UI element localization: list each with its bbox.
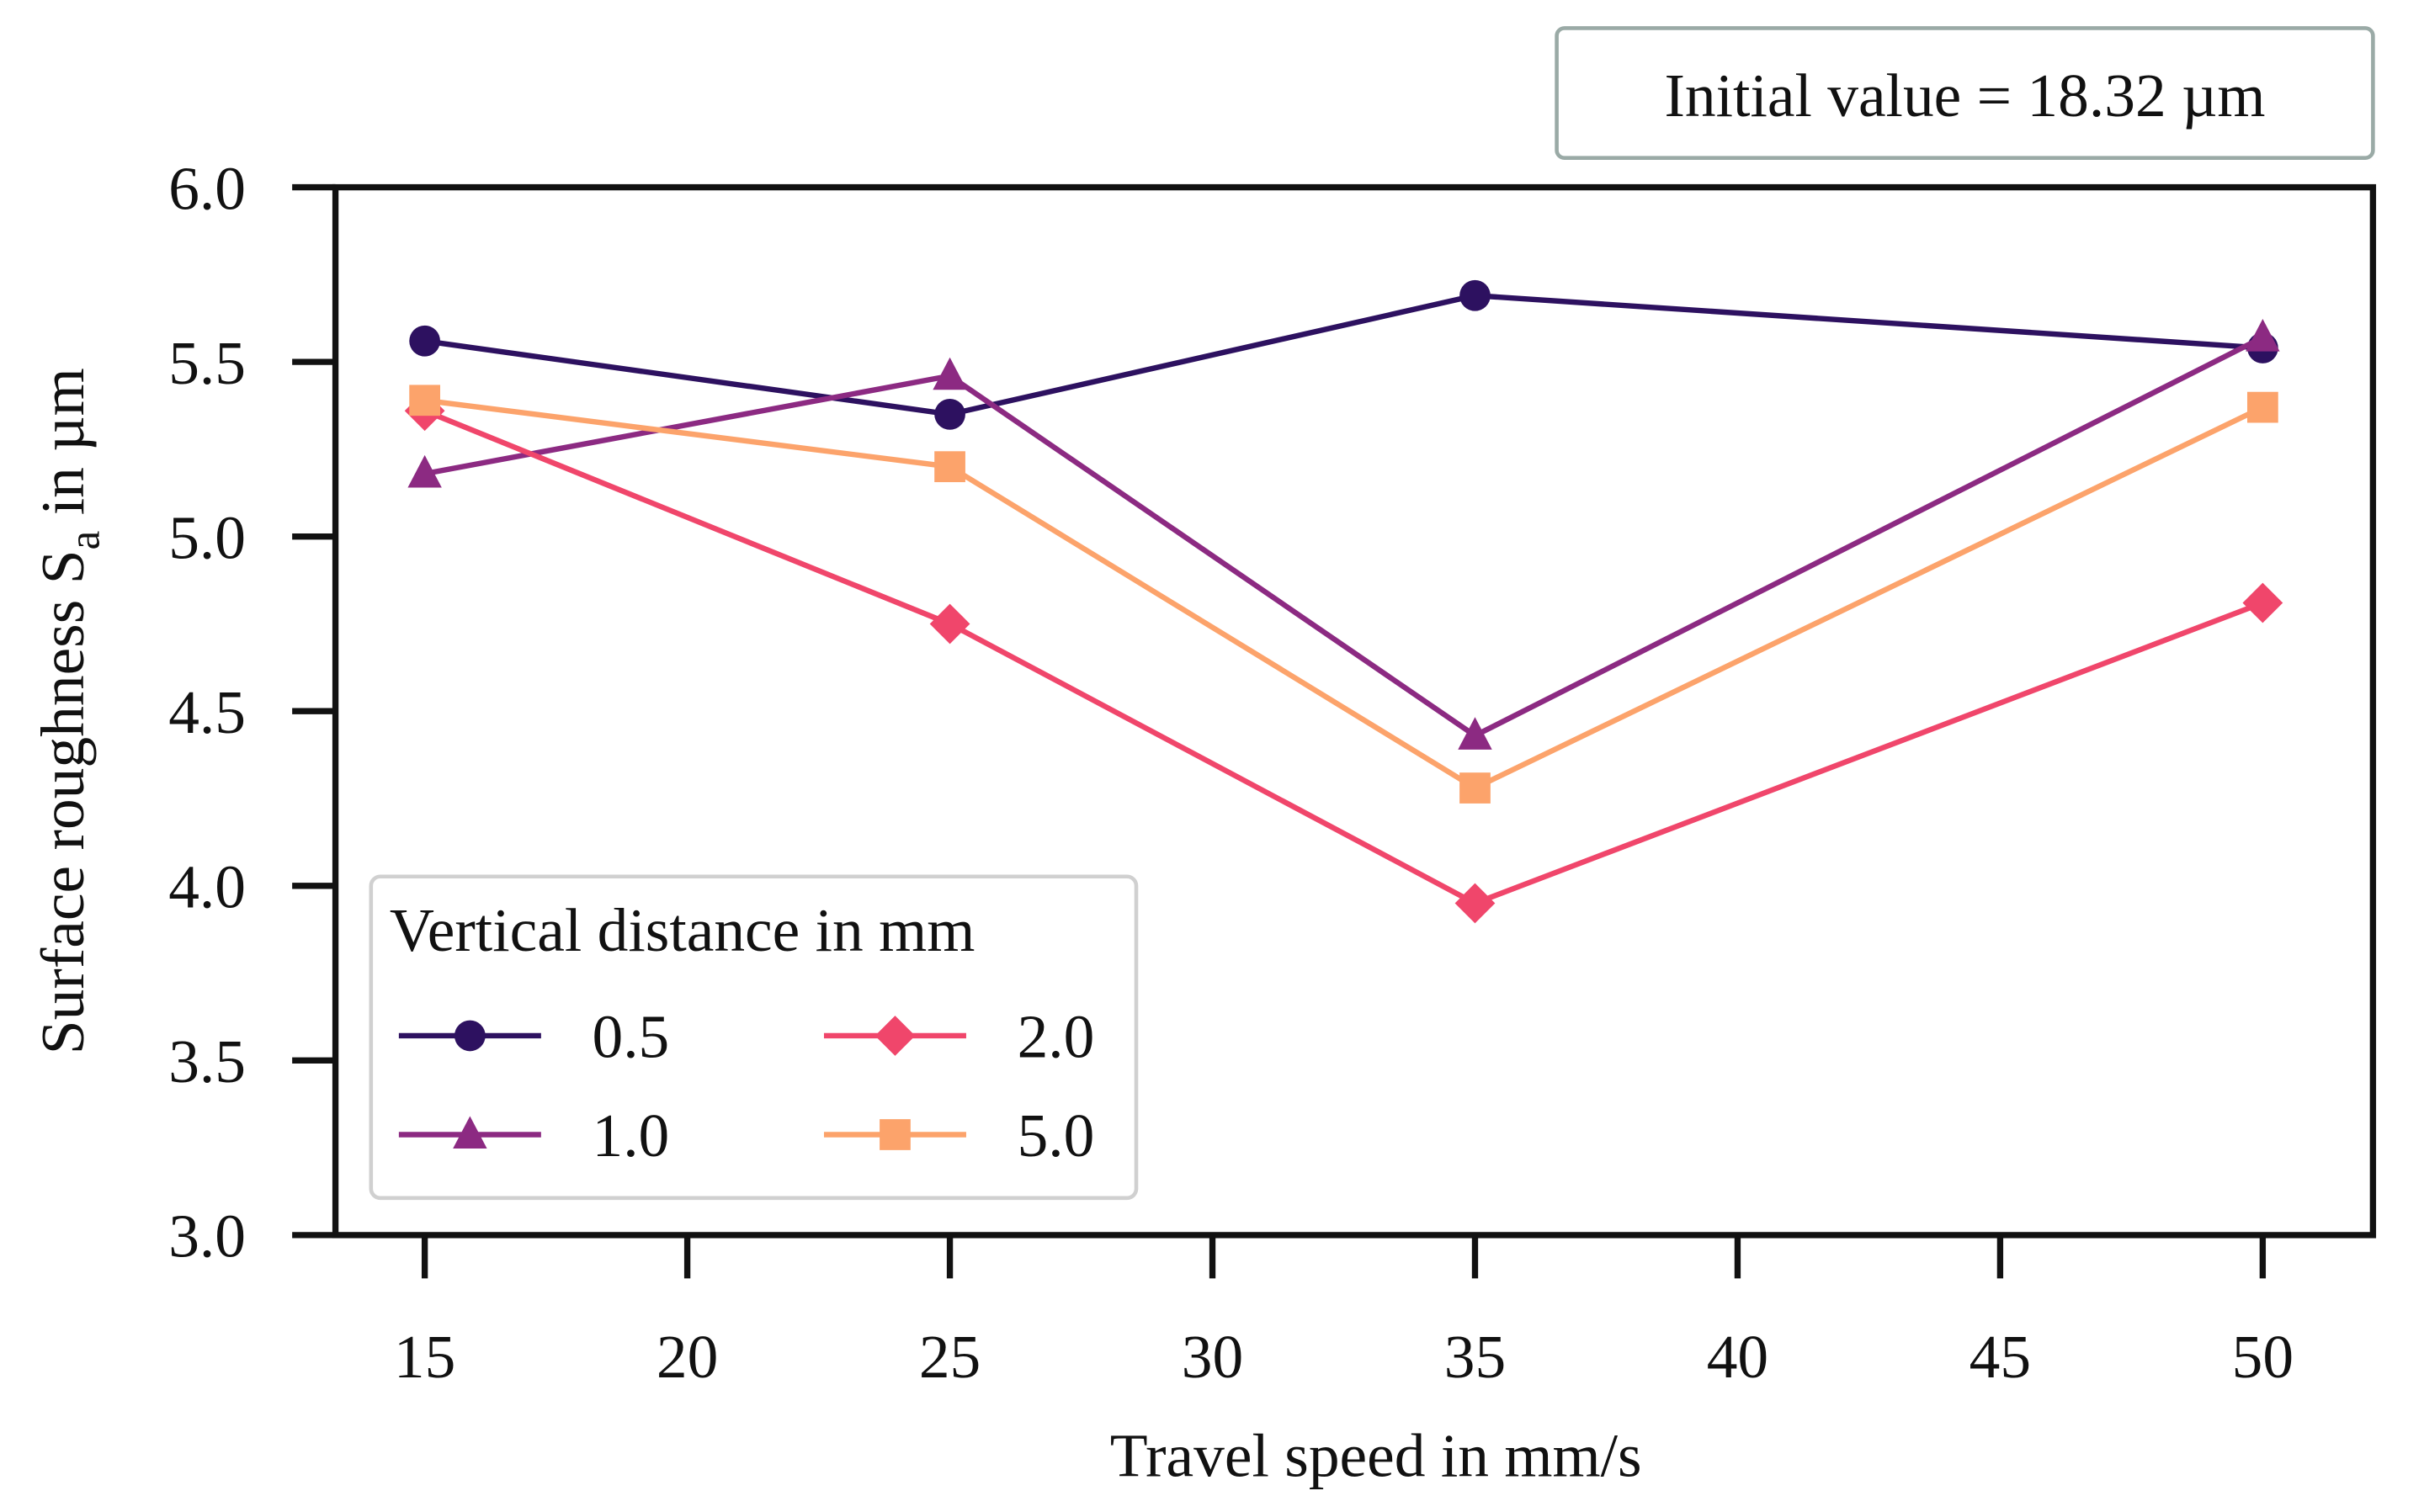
data-point-square <box>1459 772 1491 804</box>
legend-item: 2.0 <box>823 1003 1095 1071</box>
y-tick-label: 5.0 <box>168 503 246 571</box>
series-0.5 <box>409 279 2278 430</box>
legend-marker-square <box>880 1119 911 1150</box>
series-1.0 <box>407 319 2280 750</box>
annotation-text: Initial value = 18.32 µm <box>1664 61 2265 130</box>
legend-item: 5.0 <box>823 1101 1095 1170</box>
legend-label: 5.0 <box>1018 1101 1095 1170</box>
series-line <box>424 293 2263 417</box>
legend-item: 1.0 <box>398 1101 669 1170</box>
y-tick-label: 6.0 <box>168 154 246 222</box>
x-axis-label: Travel speed in mm/s <box>1110 1421 1642 1489</box>
legend-label: 1.0 <box>592 1101 669 1170</box>
x-tick-label: 45 <box>1970 1323 2031 1391</box>
y-axis-label: Surface roughness Sa in µm <box>29 368 109 1054</box>
data-point-square <box>2246 391 2278 423</box>
series-5.0 <box>409 385 2278 804</box>
data-point-triangle <box>1458 717 1492 750</box>
x-tick-label: 25 <box>919 1323 981 1391</box>
legend-marker-circle <box>454 1020 486 1052</box>
legend-marker-triangle <box>453 1116 487 1149</box>
series-line <box>424 335 2264 740</box>
plot-frame <box>332 183 2377 1239</box>
legend-item: 0.5 <box>398 1003 669 1071</box>
data-point-triangle <box>407 454 442 488</box>
data-point-square <box>409 385 441 416</box>
legend-title: Vertical distance in mm <box>390 896 975 964</box>
x-tick-label: 20 <box>656 1323 718 1391</box>
x-tick-label: 40 <box>1707 1323 1768 1391</box>
data-point-triangle <box>2246 319 2280 352</box>
x-tick-label: 50 <box>2232 1323 2294 1391</box>
data-point-square <box>934 451 965 483</box>
data-point-diamond <box>2242 582 2283 623</box>
data-point-triangle <box>933 357 967 390</box>
legend-label: 0.5 <box>592 1003 669 1071</box>
data-point-diamond <box>929 603 970 645</box>
y-tick-label: 3.0 <box>168 1202 246 1271</box>
x-tick-label: 15 <box>394 1323 455 1391</box>
data-point-circle <box>934 399 965 430</box>
y-tick-label: 3.5 <box>168 1027 246 1096</box>
data-point-circle <box>1459 279 1491 311</box>
y-tick-label: 4.5 <box>168 678 246 746</box>
data-point-circle <box>409 325 441 357</box>
x-tick-label: 30 <box>1182 1323 1243 1391</box>
x-tick-label: 35 <box>1444 1323 1506 1391</box>
annotation-box: Initial value = 18.32 µm <box>1555 26 2375 160</box>
series-line <box>423 408 2264 907</box>
legend-label: 2.0 <box>1018 1003 1095 1071</box>
series-line <box>424 397 2264 792</box>
data-point-diamond <box>1454 883 1496 924</box>
y-tick-label: 4.0 <box>168 852 246 920</box>
legend: Vertical distance in mm 0.5 1.0 2.0 5.0 <box>369 874 1139 1201</box>
y-tick-label: 5.5 <box>168 329 246 397</box>
